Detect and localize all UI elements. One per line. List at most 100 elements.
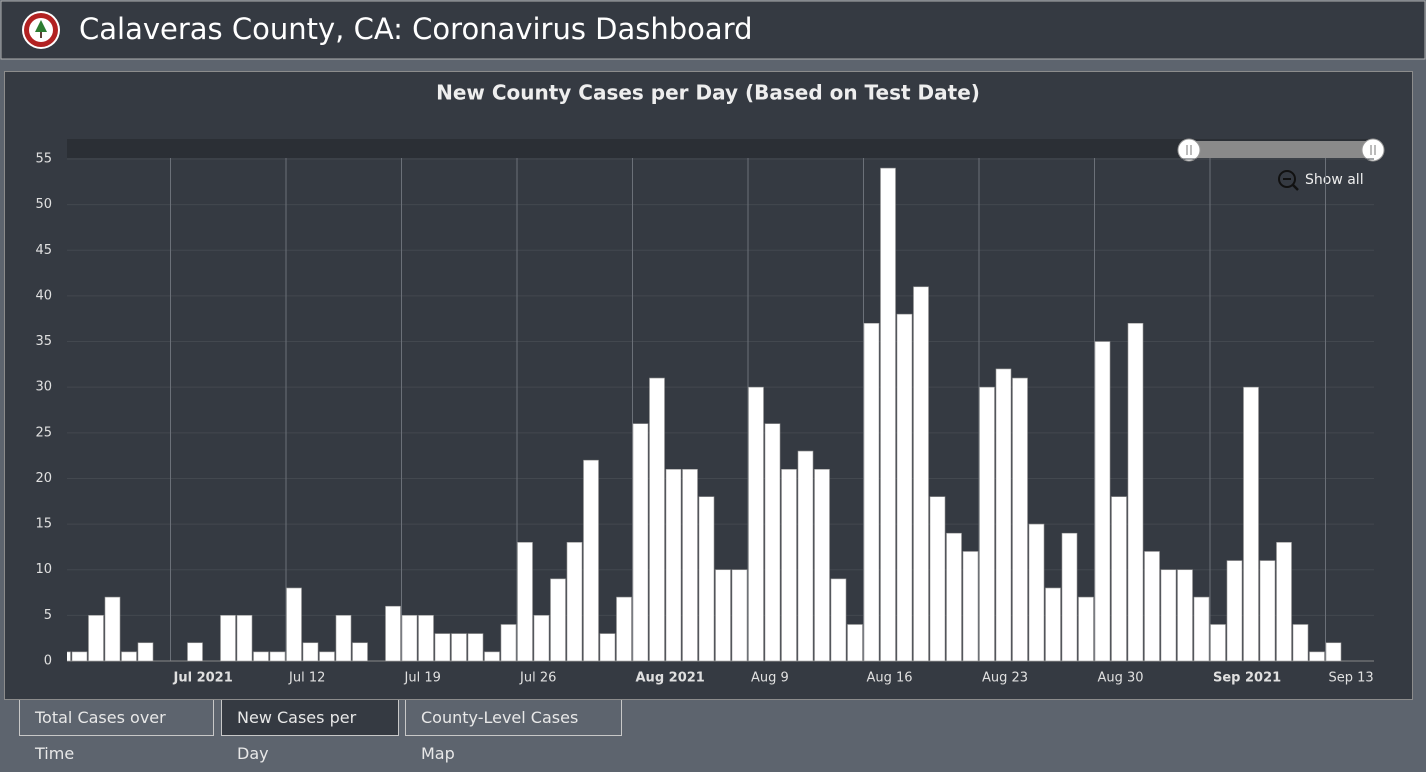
bar xyxy=(286,587,302,662)
bar xyxy=(1078,596,1094,662)
bar xyxy=(1111,496,1127,662)
y-tick-label: 30 xyxy=(35,380,52,395)
bar xyxy=(434,633,451,662)
bar xyxy=(566,542,583,662)
bar xyxy=(335,615,352,662)
bar xyxy=(913,286,929,662)
bar xyxy=(583,459,599,662)
bar xyxy=(451,633,467,662)
zoom-out-icon[interactable] xyxy=(1278,170,1299,191)
bar xyxy=(599,633,616,662)
bar xyxy=(1259,560,1276,662)
x-tick-label: Jul 19 xyxy=(404,671,441,686)
x-tick-label: Jul 12 xyxy=(288,671,325,686)
bar xyxy=(748,386,764,662)
bar xyxy=(1292,624,1309,662)
bar xyxy=(385,605,401,662)
bar xyxy=(121,651,137,662)
bar xyxy=(352,642,368,662)
bar xyxy=(302,642,319,662)
bar xyxy=(632,423,649,662)
tab[interactable]: County-Level Cases Map xyxy=(405,700,622,763)
x-tick-label: Jul 26 xyxy=(519,671,556,686)
dashboard: Calaveras County, CA: Coronavirus Dashbo… xyxy=(0,0,1426,700)
bar xyxy=(418,615,434,662)
scrollbar-thumb[interactable] xyxy=(1189,141,1373,158)
bar xyxy=(187,642,203,662)
y-tick-label: 0 xyxy=(44,654,52,669)
bars xyxy=(67,167,1342,662)
bar xyxy=(401,615,418,662)
y-tick-label: 20 xyxy=(35,471,52,486)
x-tick-label: Aug 16 xyxy=(867,671,913,686)
bar xyxy=(1210,624,1226,662)
tab[interactable]: Total Cases over Time xyxy=(19,700,214,763)
bar xyxy=(1127,322,1144,662)
axis-labels: 0 5 10 15 20 25 30 35 40 45 50 55 Jul 2021 Jul 12 Jul … xyxy=(35,152,1373,686)
bar xyxy=(1160,569,1177,662)
bar xyxy=(880,167,896,662)
bar xyxy=(698,496,715,662)
bar xyxy=(896,313,913,662)
x-tick-label: Aug 9 xyxy=(751,671,789,686)
bar xyxy=(764,423,781,662)
bar xyxy=(649,377,665,662)
bar xyxy=(500,624,517,662)
bar xyxy=(1193,596,1210,662)
bar xyxy=(731,569,748,662)
scrollbar-handle[interactable] xyxy=(1177,138,1201,162)
bar xyxy=(1226,560,1243,662)
chart-title: New County Cases per Day (Based on Test … xyxy=(436,81,980,105)
show-all-button[interactable]: Show all xyxy=(1305,172,1364,188)
bar xyxy=(220,615,236,662)
bar xyxy=(67,651,71,662)
bar xyxy=(1012,377,1028,662)
y-tick-label: 35 xyxy=(35,334,52,349)
bar xyxy=(1061,532,1078,662)
bar xyxy=(665,469,682,662)
bar xyxy=(104,596,121,662)
bar xyxy=(533,615,550,662)
y-tick-label: 25 xyxy=(35,425,52,440)
bar xyxy=(1276,542,1292,662)
x-tick-label: Aug 2021 xyxy=(636,671,705,686)
bar xyxy=(929,496,946,662)
scrollbar-handle[interactable] xyxy=(1361,138,1385,162)
logo xyxy=(22,11,60,49)
y-tick-label: 55 xyxy=(35,152,52,167)
x-tick-label: Aug 30 xyxy=(1098,671,1144,686)
bar xyxy=(269,651,286,662)
x-tick-label: Sep 2021 xyxy=(1213,671,1281,686)
scrollbar-track xyxy=(67,139,1374,158)
y-tick-label: 50 xyxy=(35,197,52,212)
x-tick-label: Aug 23 xyxy=(982,671,1028,686)
bar xyxy=(71,651,88,662)
bar xyxy=(319,651,335,662)
bar xyxy=(797,450,814,662)
bar xyxy=(715,569,731,662)
bar xyxy=(1144,551,1160,662)
bar xyxy=(979,386,995,662)
x-tick-label: Sep 13 xyxy=(1329,671,1374,686)
dashboard-title: Calaveras County, CA: Coronavirus Dashbo… xyxy=(79,12,753,46)
bar xyxy=(1309,651,1325,662)
bar xyxy=(1177,569,1193,662)
header-bar xyxy=(0,0,1426,60)
bar xyxy=(830,578,847,662)
tab[interactable]: New Cases per Day xyxy=(221,700,399,763)
bar xyxy=(781,469,797,662)
bar xyxy=(1325,642,1342,662)
bar xyxy=(682,469,698,662)
bar xyxy=(1094,341,1111,662)
bar xyxy=(863,322,880,662)
bar xyxy=(236,615,253,662)
x-tick-label: Jul 2021 xyxy=(173,671,233,686)
bar xyxy=(946,532,962,662)
bar xyxy=(1045,587,1061,662)
bar xyxy=(484,651,500,662)
y-tick-label: 45 xyxy=(35,243,52,258)
bar xyxy=(616,596,632,662)
bar xyxy=(550,578,566,662)
bar xyxy=(517,542,533,662)
